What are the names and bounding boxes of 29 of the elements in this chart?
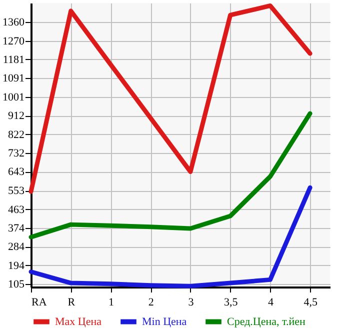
y-tick-label: 463 <box>8 204 25 216</box>
y-tick-label: 105 <box>8 278 25 291</box>
y-tick-label: 194 <box>8 260 25 272</box>
line-series <box>28 111 312 240</box>
y-tick-label: 553 <box>8 185 25 198</box>
y-tick-label: 374 <box>8 222 25 234</box>
y-tick-label: 912 <box>8 110 24 122</box>
legend-label: Max Цена <box>55 316 102 328</box>
line-series <box>28 185 312 288</box>
x-tick-label: 4 <box>268 296 274 308</box>
x-tick-label: 1 <box>108 296 114 308</box>
y-tick-label: 1001 <box>2 91 24 104</box>
line-series <box>28 3 312 194</box>
y-tick-label: 732 <box>8 148 24 160</box>
x-tick-label: 3,5 <box>224 296 238 308</box>
x-tick-label: 3 <box>188 296 194 308</box>
x-tick-label: 2 <box>148 296 154 308</box>
y-tick-label: 1181 <box>2 54 24 66</box>
y-tick-label: 1091 <box>2 72 24 85</box>
y-tick-label: 1360 <box>2 16 25 29</box>
y-tick-label: 284 <box>8 241 25 254</box>
x-tick-label: R <box>68 296 76 308</box>
legend-label: Min Цена <box>142 316 187 328</box>
x-tick-label: RA <box>32 296 47 308</box>
legend-label: Сред.Цена, т.йен <box>227 316 306 328</box>
x-tick-label: 4,5 <box>304 296 318 308</box>
y-tick-label: 643 <box>8 166 25 178</box>
y-tick-label: 822 <box>8 128 24 141</box>
y-tick-label: 1270 <box>2 35 25 48</box>
